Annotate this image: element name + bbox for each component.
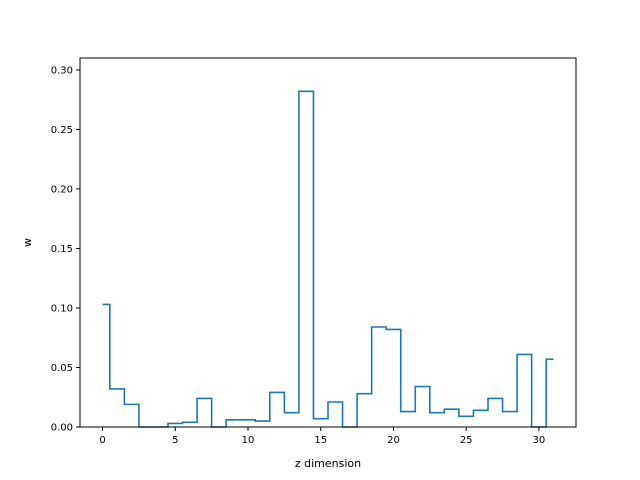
series-line-0 <box>102 90 554 428</box>
x-tick-label: 20 <box>387 435 400 446</box>
x-tick-label: 15 <box>314 435 327 446</box>
x-axis: 0 5 10 15 20 25 30 <box>99 427 545 446</box>
y-tick-label: 0.15 <box>51 244 73 255</box>
x-axis-label: z dimension <box>295 457 361 470</box>
x-tick-label: 30 <box>533 435 546 446</box>
plot-frame <box>79 57 577 428</box>
y-tick-label: 0.25 <box>51 125 73 136</box>
series-layer <box>102 90 554 428</box>
y-tick-label: 0.05 <box>51 363 73 374</box>
y-tick-label: 0.30 <box>51 65 73 76</box>
y-tick-label: 0.20 <box>51 184 73 195</box>
x-tick-label: 10 <box>242 435 255 446</box>
x-tick-label: 0 <box>99 435 105 446</box>
y-axis-label: w <box>21 238 34 247</box>
y-tick-label: 0.10 <box>51 303 73 314</box>
x-tick-label: 5 <box>172 435 178 446</box>
y-axis: 0.00 0.05 0.10 0.15 0.20 0.25 0.30 <box>51 65 80 434</box>
x-tick-label: 25 <box>460 435 473 446</box>
y-tick-label: 0.00 <box>51 423 73 434</box>
